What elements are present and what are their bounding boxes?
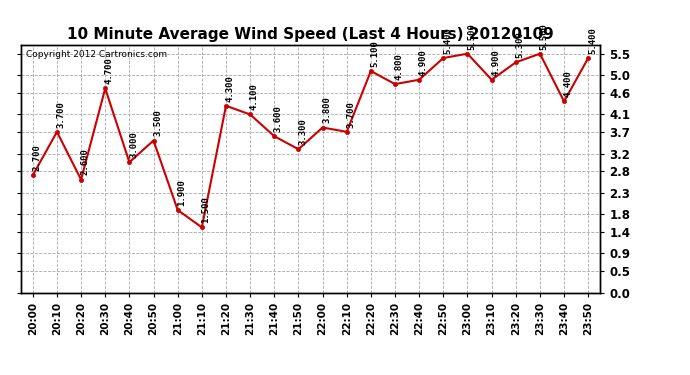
Text: 1.500: 1.500 — [201, 196, 210, 223]
Text: 5.400: 5.400 — [443, 27, 452, 54]
Text: 1.900: 1.900 — [177, 179, 186, 206]
Text: 5.300: 5.300 — [515, 32, 524, 58]
Text: 4.700: 4.700 — [105, 57, 114, 84]
Text: 3.700: 3.700 — [57, 101, 66, 128]
Text: 4.400: 4.400 — [564, 70, 573, 97]
Text: 5.400: 5.400 — [588, 27, 597, 54]
Text: 3.600: 3.600 — [274, 105, 283, 132]
Text: 4.900: 4.900 — [491, 49, 500, 76]
Text: 5.500: 5.500 — [540, 22, 549, 50]
Text: 4.800: 4.800 — [395, 53, 404, 80]
Text: 3.500: 3.500 — [153, 110, 162, 136]
Text: 3.000: 3.000 — [129, 131, 138, 158]
Text: 2.600: 2.600 — [81, 148, 90, 176]
Text: 5.100: 5.100 — [371, 40, 380, 67]
Text: 4.100: 4.100 — [250, 83, 259, 110]
Text: 2.700: 2.700 — [32, 144, 41, 171]
Text: 3.800: 3.800 — [322, 96, 331, 123]
Text: 4.900: 4.900 — [419, 49, 428, 76]
Text: 3.300: 3.300 — [298, 118, 307, 145]
Text: Copyright 2012 Cartronics.com: Copyright 2012 Cartronics.com — [26, 50, 168, 59]
Text: 4.300: 4.300 — [226, 75, 235, 102]
Text: 3.700: 3.700 — [346, 101, 355, 128]
Title: 10 Minute Average Wind Speed (Last 4 Hours) 20120109: 10 Minute Average Wind Speed (Last 4 Hou… — [67, 27, 554, 42]
Text: 5.500: 5.500 — [467, 22, 476, 50]
